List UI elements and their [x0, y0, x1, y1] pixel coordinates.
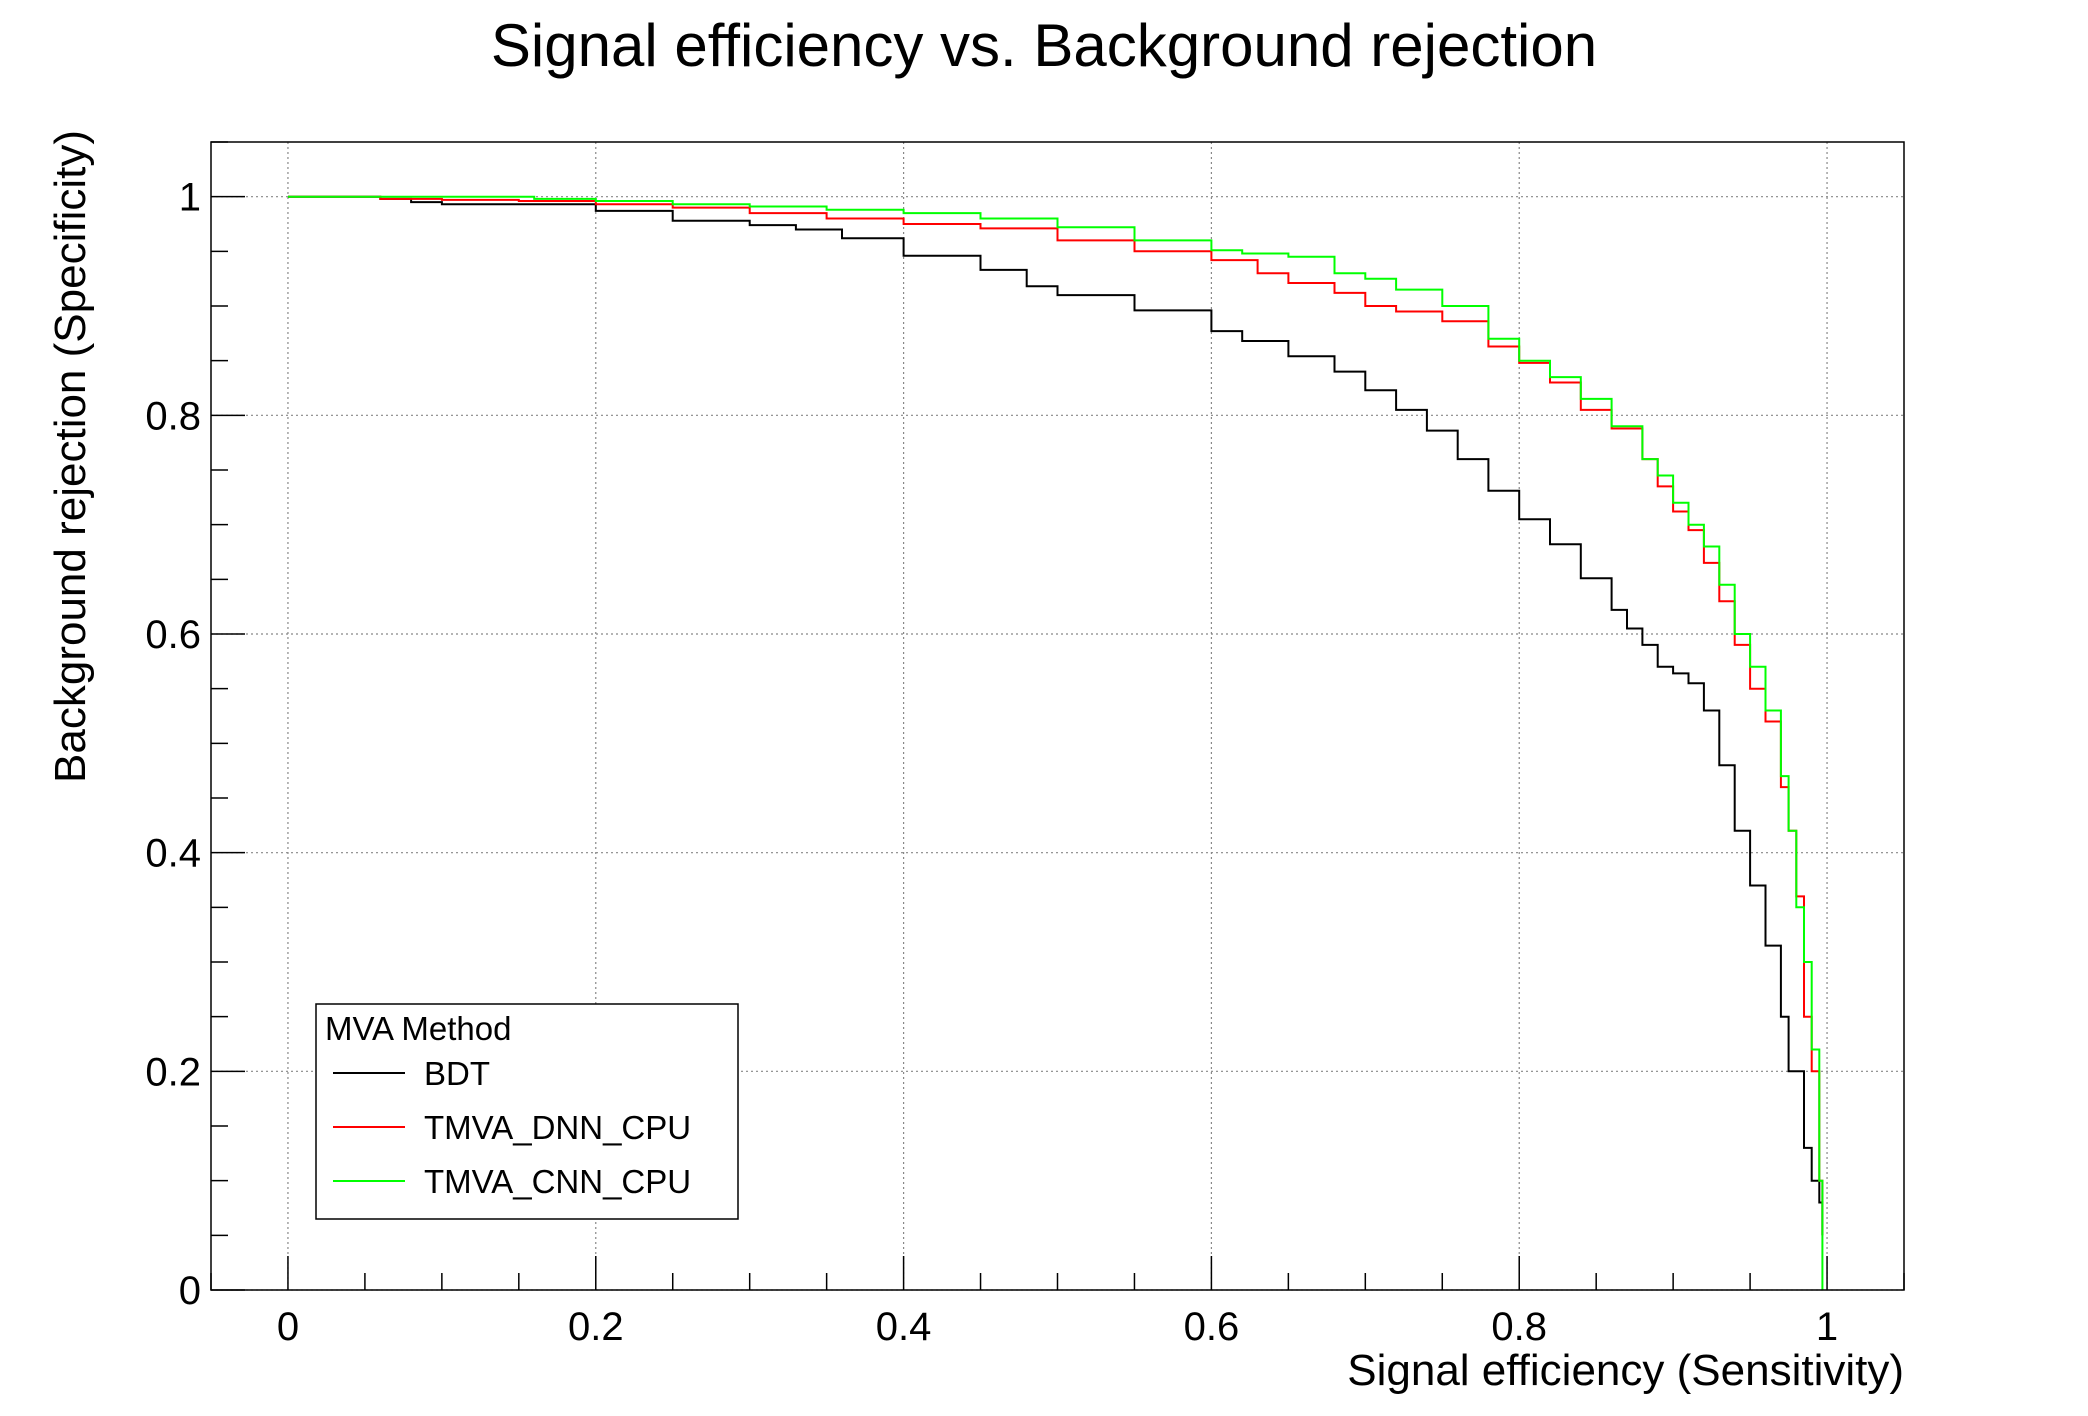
- y-tick-label: 0.4: [145, 832, 201, 876]
- legend-entries: BDT TMVA_DNN_CPU TMVA_CNN_CPU: [333, 1055, 691, 1200]
- series-line-bdt: [288, 195, 1824, 1236]
- legend: MVA Method BDT TMVA_DNN_CPU TMVA_CNN_CPU: [315, 1003, 739, 1220]
- y-tick-label: 0.6: [145, 613, 201, 657]
- x-tick-label: 1: [1816, 1305, 1838, 1349]
- chart-title: Signal efficiency vs. Background rejecti…: [491, 12, 1597, 79]
- x-axis-label: Signal efficiency (Sensitivity): [1347, 1346, 1904, 1395]
- legend-box: [315, 1003, 739, 1220]
- legend-label: TMVA_CNN_CPU: [424, 1163, 691, 1200]
- series-layer: [288, 195, 1824, 1290]
- x-tick-labels: 0 0.2 0.4 0.6 0.8 1: [277, 1305, 1838, 1349]
- y-tick-labels: 0 0.2 0.4 0.6 0.8 1: [145, 176, 201, 1313]
- x-tick-label: 0.4: [876, 1305, 932, 1349]
- legend-label: TMVA_DNN_CPU: [424, 1109, 691, 1146]
- plot-frame: [210, 141, 1905, 1291]
- x-tick-label: 0.2: [568, 1305, 624, 1349]
- legend-label: BDT: [424, 1055, 490, 1092]
- y-tick-label: 0.8: [145, 394, 201, 438]
- minor-ticks: [210, 141, 1905, 1291]
- x-tick-label: 0.6: [1184, 1305, 1240, 1349]
- series-line-tmva-cnn-cpu: [288, 195, 1824, 1290]
- x-tick-label: 0.8: [1491, 1305, 1547, 1349]
- y-axis-label: Background rejection (Specificity): [46, 130, 95, 783]
- legend-title: MVA Method: [325, 1010, 511, 1047]
- y-tick-label: 0: [179, 1269, 201, 1313]
- x-tick-label: 0: [277, 1305, 299, 1349]
- y-tick-label: 1: [179, 176, 201, 220]
- y-tick-label: 0.2: [145, 1050, 201, 1094]
